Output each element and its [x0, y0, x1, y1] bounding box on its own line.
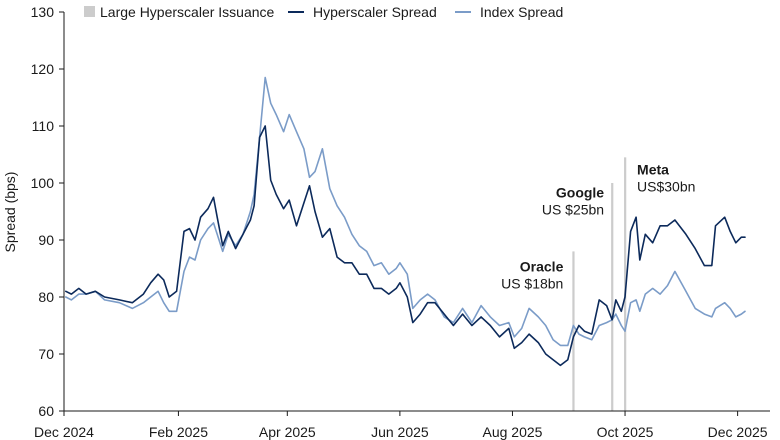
legend-swatch-issuance — [84, 6, 95, 17]
issuance-bar — [624, 157, 627, 411]
annotation-amount: US $18bn — [501, 275, 563, 291]
x-tick-label: Dec 2025 — [708, 424, 768, 440]
issuance-bar — [611, 183, 614, 411]
series-lines — [65, 76, 746, 367]
x-tick-label: Dec 2024 — [34, 424, 94, 440]
x-tick-label: Aug 2025 — [482, 424, 542, 440]
y-tick-label: 60 — [38, 403, 54, 419]
y-tick-label: 90 — [38, 232, 54, 248]
y-tick-label: 110 — [32, 118, 55, 134]
y-axis: 60 70 80 90 100 110 120 130 — [31, 4, 65, 419]
y-tick-label: 100 — [31, 175, 55, 191]
y-tick-label: 130 — [31, 4, 55, 20]
annotation-name: Oracle — [520, 258, 564, 274]
index-spread-line — [65, 76, 746, 347]
issuance-bars — [572, 157, 627, 411]
legend-label-index: Index Spread — [480, 4, 563, 20]
issuance-bar — [572, 251, 575, 411]
y-axis-label: Spread (bps) — [2, 172, 18, 253]
annotation-name: Meta — [637, 161, 669, 177]
x-tick-label: Jun 2025 — [371, 424, 429, 440]
legend-label-issuance: Large Hyperscaler Issuance — [100, 4, 275, 20]
x-tick-label: Oct 2025 — [597, 424, 654, 440]
annotation-amount: US$30bn — [637, 179, 695, 195]
y-tick-label: 120 — [31, 61, 55, 77]
legend: Large Hyperscaler Issuance Hyperscaler S… — [84, 4, 563, 20]
x-axis: Dec 2024 Feb 2025 Apr 2025 Jun 2025 Aug 2025… — [34, 410, 770, 440]
annotation-name: Google — [556, 184, 604, 200]
x-tick-label: Apr 2025 — [259, 424, 316, 440]
hyperscaler-spread-line — [65, 125, 746, 367]
legend-label-hyperscaler: Hyperscaler Spread — [313, 4, 437, 20]
y-tick-label: 80 — [38, 289, 54, 305]
x-tick-label: Feb 2025 — [149, 424, 208, 440]
y-tick-label: 70 — [38, 346, 54, 362]
annotation-amount: US $25bn — [542, 201, 604, 217]
